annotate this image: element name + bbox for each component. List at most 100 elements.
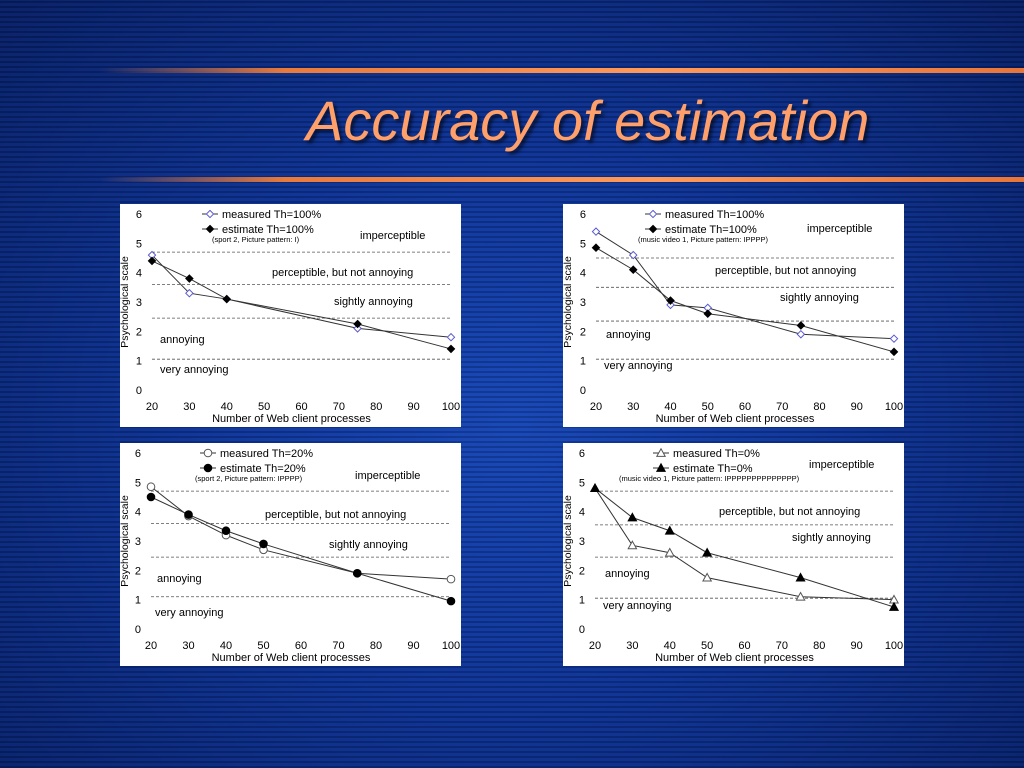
chart-svg: imperceptible perceptible, but not annoyi… bbox=[563, 209, 903, 425]
chart-note: (sport 2, Picture pattern: I) bbox=[212, 235, 300, 244]
x-tick-label: 30 bbox=[182, 640, 194, 652]
zone-label: perceptible, but not annoying bbox=[272, 267, 413, 279]
x-tick-label: 50 bbox=[258, 401, 270, 413]
zone-label: perceptible, but not annoying bbox=[265, 509, 406, 521]
data-point bbox=[446, 574, 456, 584]
x-tick-label: 40 bbox=[220, 640, 232, 652]
data-point bbox=[666, 300, 675, 310]
y-tick-label: 1 bbox=[579, 595, 585, 607]
y-axis-label: Psychological scale bbox=[120, 495, 131, 587]
chart-note: (music video 1, Picture pattern: IPPPPPP… bbox=[619, 474, 800, 483]
zone-label: annoying bbox=[160, 334, 205, 346]
x-tick-label: 20 bbox=[589, 640, 601, 652]
chart-note: (music video 1, Picture pattern: IPPPP) bbox=[638, 235, 769, 244]
x-tick-label: 20 bbox=[590, 401, 602, 413]
data-point bbox=[591, 243, 601, 253]
data-point bbox=[146, 492, 156, 502]
y-tick-label: 1 bbox=[580, 356, 586, 368]
zone-label: very annoying bbox=[160, 364, 229, 376]
y-tick-label: 6 bbox=[135, 448, 141, 460]
legend-entry: estimate Th=100% bbox=[222, 224, 314, 236]
zone-label: very annoying bbox=[155, 607, 224, 619]
chart-panel-top-left: imperceptible perceptible, but not annoyi… bbox=[120, 204, 461, 427]
zone-label: imperceptible bbox=[360, 230, 425, 242]
zone-label: perceptible, but not annoying bbox=[715, 265, 856, 277]
data-point bbox=[222, 294, 232, 304]
x-tick-label: 100 bbox=[885, 640, 903, 652]
x-tick-label: 80 bbox=[370, 401, 382, 413]
y-tick-label: 1 bbox=[135, 595, 141, 607]
x-tick-label: 40 bbox=[221, 401, 233, 413]
y-tick-label: 0 bbox=[580, 385, 586, 397]
data-point bbox=[627, 512, 638, 522]
data-point bbox=[185, 288, 194, 298]
data-point bbox=[664, 547, 675, 557]
legend-marker bbox=[203, 463, 213, 473]
data-point bbox=[795, 572, 806, 582]
x-tick-label: 100 bbox=[885, 401, 903, 413]
chart-svg: imperceptible perceptible, but not annoyi… bbox=[563, 447, 903, 664]
series-line bbox=[594, 487, 895, 601]
x-tick-label: 70 bbox=[333, 401, 345, 413]
x-tick-label: 40 bbox=[664, 401, 676, 413]
x-axis-label: Number of Web client processes bbox=[656, 413, 815, 425]
legend-marker bbox=[648, 224, 658, 234]
y-tick-label: 3 bbox=[136, 297, 142, 309]
data-point bbox=[703, 309, 713, 319]
legend-entry: measured Th=100% bbox=[222, 209, 321, 221]
legend-entry: estimate Th=20% bbox=[220, 463, 306, 475]
zone-label: sightly annoying bbox=[792, 532, 871, 544]
x-tick-label: 50 bbox=[702, 401, 714, 413]
x-tick-label: 30 bbox=[183, 401, 195, 413]
y-tick-label: 0 bbox=[136, 385, 142, 397]
zone-label: annoying bbox=[605, 568, 650, 580]
chart-note: (sport 2, Picture pattern: IPPPP) bbox=[195, 474, 303, 483]
series-line bbox=[594, 487, 895, 608]
data-point bbox=[702, 547, 713, 557]
x-tick-label: 30 bbox=[627, 401, 639, 413]
data-point bbox=[664, 525, 675, 535]
x-tick-label: 40 bbox=[664, 640, 676, 652]
legend-marker bbox=[203, 448, 213, 458]
x-tick-label: 30 bbox=[626, 640, 638, 652]
data-point bbox=[147, 256, 157, 266]
x-axis-label: Number of Web client processes bbox=[655, 652, 814, 664]
y-tick-label: 6 bbox=[580, 209, 586, 221]
data-point bbox=[259, 539, 268, 549]
x-tick-label: 70 bbox=[332, 640, 344, 652]
zone-label: sightly annoying bbox=[334, 296, 413, 308]
slide-title: Accuracy of estimation bbox=[306, 89, 870, 152]
y-tick-label: 3 bbox=[579, 536, 585, 548]
y-tick-label: 3 bbox=[135, 536, 141, 548]
data-point bbox=[796, 321, 806, 330]
data-point bbox=[446, 344, 456, 354]
legend-marker bbox=[648, 209, 658, 219]
x-tick-label: 90 bbox=[408, 401, 420, 413]
y-tick-label: 4 bbox=[579, 507, 585, 519]
zone-label: annoying bbox=[157, 573, 202, 585]
data-point bbox=[628, 250, 638, 260]
y-tick-label: 1 bbox=[136, 356, 142, 368]
chart-svg: imperceptible perceptible, but not annoyi… bbox=[120, 448, 460, 664]
y-tick-label: 2 bbox=[135, 565, 141, 577]
x-tick-label: 80 bbox=[813, 401, 825, 413]
series-line bbox=[150, 496, 452, 602]
x-tick-label: 60 bbox=[295, 640, 307, 652]
y-tick-label: 5 bbox=[579, 477, 585, 489]
y-tick-label: 5 bbox=[135, 477, 141, 489]
top-accent-stripe bbox=[100, 68, 1024, 73]
data-point bbox=[628, 265, 638, 275]
y-tick-label: 6 bbox=[136, 209, 142, 221]
zone-label: perceptible, but not annoying bbox=[719, 506, 860, 518]
x-tick-label: 100 bbox=[442, 640, 460, 652]
data-point bbox=[352, 568, 362, 578]
x-tick-label: 80 bbox=[370, 640, 382, 652]
x-tick-label: 90 bbox=[407, 640, 419, 652]
x-tick-label: 70 bbox=[776, 401, 788, 413]
data-point bbox=[589, 482, 601, 493]
y-axis-label: Psychological scale bbox=[563, 495, 574, 587]
data-point bbox=[446, 596, 456, 606]
zone-label: imperceptible bbox=[809, 459, 874, 471]
zone-label: imperceptible bbox=[807, 223, 872, 235]
legend-entry: measured Th=100% bbox=[665, 209, 764, 221]
